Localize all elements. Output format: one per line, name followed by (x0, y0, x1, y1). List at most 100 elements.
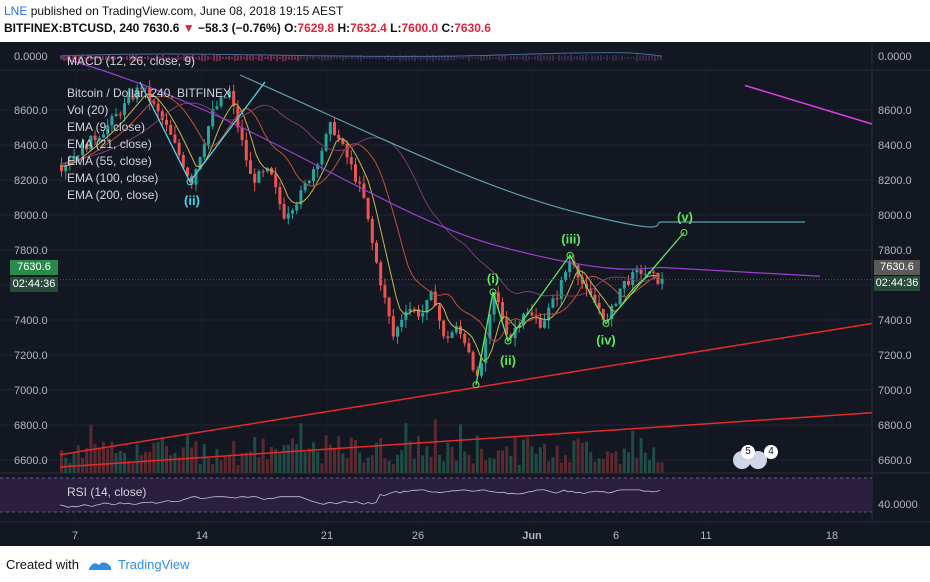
last-price-tag: 7630.6 (874, 260, 920, 275)
candle-body (295, 204, 299, 211)
candle-body (429, 291, 433, 300)
volume-bar (215, 448, 219, 473)
macd-bar (267, 56, 269, 60)
macd-bar (585, 54, 587, 62)
volume-bar (362, 462, 366, 473)
volume-bar (450, 446, 454, 473)
macd-bar (498, 55, 500, 61)
candle-body (160, 111, 164, 120)
volume-bar (404, 423, 408, 473)
candle-body (450, 332, 454, 338)
volume-bar (614, 451, 618, 473)
candle-body (223, 97, 227, 99)
macd-bar (552, 55, 554, 61)
macd-bar (159, 56, 161, 60)
candle-body (484, 338, 488, 364)
candle-body (64, 165, 68, 172)
candle-body (471, 352, 475, 371)
volume-bar (379, 437, 383, 473)
macd-bar (378, 56, 380, 60)
macd-bar (444, 55, 446, 61)
macd-bar (297, 55, 299, 61)
volume-bar (219, 460, 223, 473)
macd-bar (228, 55, 230, 61)
volume-bar (286, 444, 290, 473)
legend-volume: Vol (20) (67, 103, 109, 117)
wave-label: (i) (487, 271, 499, 286)
macd-bar (150, 57, 152, 59)
macd-bar (591, 55, 593, 61)
macd-bar (489, 55, 491, 61)
candle-body (463, 334, 467, 344)
macd-bar (63, 54, 65, 62)
candle-body (81, 144, 84, 156)
volume-bar (366, 457, 370, 473)
candle-body (228, 91, 231, 98)
candle-body (144, 87, 147, 89)
candle-body (72, 156, 76, 162)
macd-bar (639, 55, 641, 61)
y-tick-left: 7400.0 (14, 315, 48, 327)
volume-bar (400, 450, 404, 473)
macd-bar (213, 54, 215, 62)
countdown-tag-left: 02:44:36 (10, 277, 58, 292)
x-tick-label: 18 (826, 530, 838, 542)
volume-bar (597, 458, 601, 473)
macd-bar (75, 55, 77, 61)
candle-body (114, 114, 118, 117)
event-badge-a[interactable]: 5 (741, 445, 755, 459)
y-tick-left: 7000.0 (14, 385, 48, 397)
candle-body (593, 294, 597, 303)
macd-bar (615, 55, 617, 61)
candle-body (555, 298, 559, 300)
macd-bar (531, 57, 533, 59)
macd-bar (420, 55, 422, 61)
author-link[interactable]: LNE (4, 4, 28, 18)
candle-body (337, 134, 341, 139)
wave-point (680, 229, 688, 236)
macd-bar (249, 55, 251, 61)
macd-bar (93, 56, 95, 60)
rsi-line (59, 489, 661, 508)
candle-body (349, 157, 353, 165)
macd-bar (435, 56, 437, 60)
y-tick-left: 8400.0 (14, 140, 48, 152)
chart-canvas[interactable]: 6600.0 6600.0 6800.0 6800.0 7000.0 7000.0 7200… (0, 42, 930, 546)
macd-bar (513, 56, 515, 60)
macd-bar (372, 57, 374, 59)
volume-bar (513, 436, 517, 473)
macd-bar (318, 56, 320, 60)
volume-bar (207, 458, 210, 473)
macd-bar (405, 55, 407, 61)
legend-ema100: EMA (100, close) (67, 171, 159, 185)
macd-bar (135, 55, 137, 61)
wave-point (489, 288, 497, 296)
macd-bar (258, 55, 260, 61)
volume-bar (496, 450, 500, 473)
x-tick-label: Jun (522, 530, 542, 542)
event-badge-b[interactable]: 4 (764, 445, 778, 459)
macd-bar (189, 55, 191, 61)
macd-bar (324, 55, 326, 61)
macd-bar (120, 56, 122, 60)
macd-bar (657, 55, 659, 61)
macd-bar (630, 57, 632, 59)
chart-area[interactable]: 6600.0 6600.0 6800.0 6800.0 7000.0 7000.0 7200… (0, 42, 930, 546)
macd-bar (384, 56, 386, 60)
macd-bar (339, 56, 341, 60)
candle-body (253, 173, 257, 183)
trendline-upper (59, 322, 873, 456)
volume-bar (639, 437, 643, 473)
volume-bar (131, 462, 135, 473)
macd-bar (270, 55, 272, 61)
macd-bar (201, 54, 203, 62)
macd-bar (408, 55, 410, 61)
macd-bar (504, 55, 506, 61)
open-label: O: (284, 21, 298, 35)
volume-bar (64, 457, 68, 473)
candle-body (299, 190, 303, 205)
tradingview-brand-link[interactable]: TradingView (118, 557, 190, 572)
volume-bar (564, 455, 567, 473)
candle-body (240, 127, 244, 140)
volume-bar (202, 444, 206, 473)
